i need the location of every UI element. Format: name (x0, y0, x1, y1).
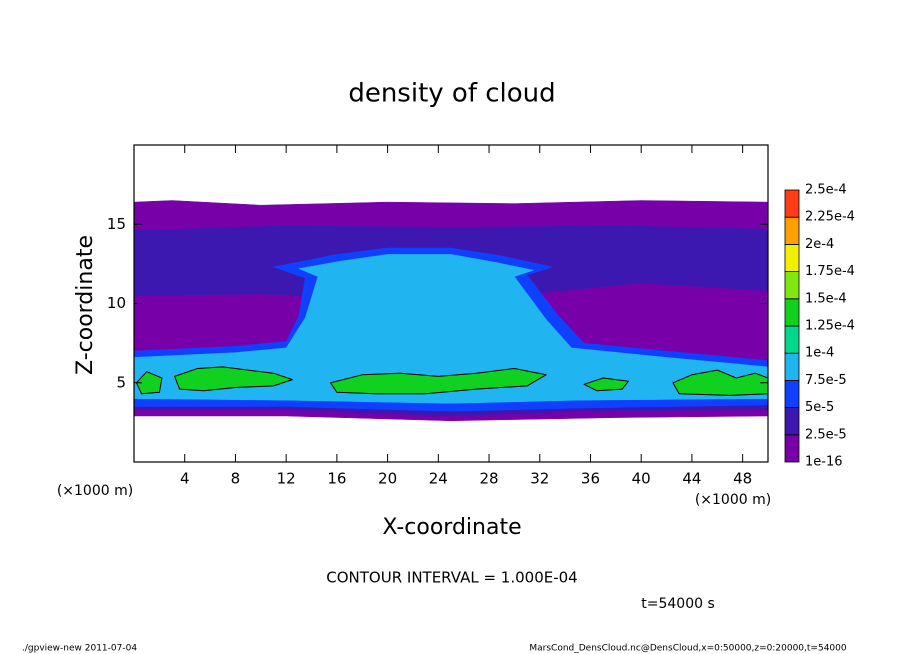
footer-left: ./gpview-new 2011-07-04 (22, 644, 137, 654)
colorbar-label: 1e-4 (805, 346, 834, 361)
x-tick-label: 16 (327, 470, 346, 488)
colorbar-box (784, 298, 800, 327)
colorbar-label: 2.5e-4 (805, 183, 847, 198)
chart-title: density of cloud (348, 79, 555, 109)
x-tick-label: 44 (682, 470, 701, 488)
x-tick-label: 36 (581, 470, 600, 488)
colorbar-label: 5e-5 (805, 400, 834, 415)
x-tick-label: 24 (429, 470, 448, 488)
contour-region (583, 377, 629, 392)
colorbar-label: 7.5e-5 (805, 373, 847, 388)
colorbar-label: 1.75e-4 (805, 264, 855, 279)
contour-region (672, 369, 768, 396)
colorbar-box (784, 407, 800, 436)
colorbar-box (784, 243, 800, 272)
x-tick-label: 12 (277, 470, 296, 488)
footer-right: MarsCond_DensCloud.nc@DensCloud,x=0:5000… (529, 644, 846, 654)
plot-area (134, 200, 768, 422)
x-tick-label: 20 (378, 470, 397, 488)
x-tick-label: 8 (231, 470, 241, 488)
y-axis-label: Z-coordinate (73, 235, 98, 375)
y-tick-label: 10 (107, 294, 126, 312)
contour-region (136, 371, 163, 395)
x-tick-label: 40 (632, 470, 651, 488)
colorbar-box (784, 216, 800, 245)
colorbar-label: 1.25e-4 (805, 319, 855, 334)
y-tick-label: 5 (116, 373, 126, 391)
colorbar-box (784, 189, 800, 218)
colorbar-label: 1.5e-4 (805, 291, 847, 306)
colorbar-box (784, 352, 800, 381)
x-tick-label: 48 (733, 470, 752, 488)
x-tick-label: 4 (180, 470, 190, 488)
x-axis-label: X-coordinate (382, 515, 521, 540)
colorbar-box (784, 379, 800, 408)
x-tick-label: 28 (479, 470, 498, 488)
colorbar-box (784, 434, 800, 463)
contour-region (174, 366, 293, 392)
contour-region (134, 254, 768, 404)
colorbar-label: 2.25e-4 (805, 210, 855, 225)
x-tick-label: 32 (530, 470, 549, 488)
time-label: t=54000 s (641, 596, 715, 612)
contour-region (330, 368, 547, 395)
colorbar-label: 2.5e-5 (805, 427, 847, 442)
colorbar-box (784, 325, 800, 354)
y-tick-label: 15 (107, 215, 126, 233)
colorbar-label: 2e-4 (805, 237, 834, 252)
x-unit: (×1000 m) (695, 492, 771, 508)
contour-interval: CONTOUR INTERVAL = 1.000E-04 (326, 569, 577, 587)
colorbar-label: 1e-16 (805, 455, 843, 470)
x-unit: (×1000 m) (57, 483, 133, 499)
colorbar-box (784, 271, 800, 300)
